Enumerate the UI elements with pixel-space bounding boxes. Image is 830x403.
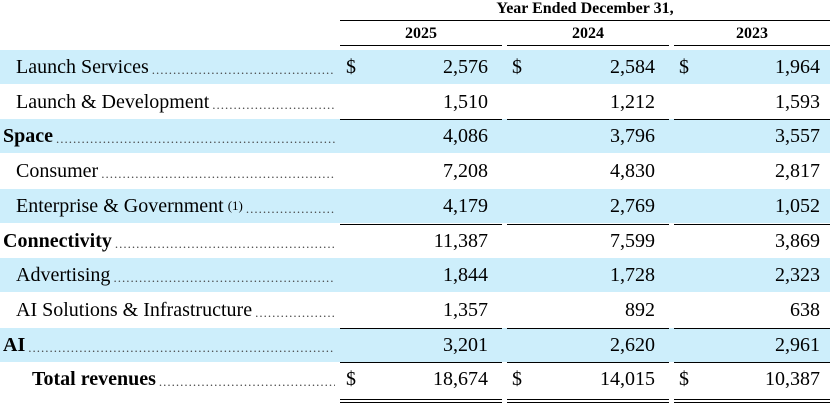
currency-symbol: $ xyxy=(512,56,522,78)
row-label-text: Launch & Development xyxy=(16,90,210,113)
currency-symbol: $ xyxy=(346,56,356,78)
leader-dots: ........................................… xyxy=(245,200,335,216)
row-label: Connectivity............................… xyxy=(3,224,335,258)
subtotal-rule xyxy=(340,223,502,225)
cell-value: 4,830 xyxy=(610,160,655,183)
table-row: Enterprise & Government (1)..............… xyxy=(0,188,830,223)
table-row: AI......................................… xyxy=(0,327,830,362)
year-header-2024: 2024 xyxy=(507,22,669,46)
cell-value: 4,179 xyxy=(443,194,488,217)
subtotal-rule xyxy=(340,119,502,121)
total-rule xyxy=(340,362,502,364)
leader-dots: ........................................… xyxy=(151,62,335,77)
cell-value: 4,086 xyxy=(443,125,488,148)
year-header-2025: 2025 xyxy=(340,22,502,46)
double-underline-rule xyxy=(340,399,502,400)
footnote-marker: (1) xyxy=(227,197,243,213)
cell-value: 2,620 xyxy=(610,333,655,356)
row-label: Launch & Development....................… xyxy=(16,85,335,119)
leader-dots: ........................................… xyxy=(113,270,335,286)
leader-dots: ........................................… xyxy=(158,374,335,390)
currency-symbol: $ xyxy=(679,368,689,391)
cell-value: 2,323 xyxy=(775,264,820,287)
table-row: Launch & Development....................… xyxy=(0,85,830,119)
cell-value: 1,593 xyxy=(775,90,820,113)
double-underline-rule xyxy=(507,399,669,400)
table-row: Total revenues..........................… xyxy=(0,362,830,396)
cell-value: 3,796 xyxy=(610,125,655,148)
row-label-text: AI xyxy=(3,333,26,356)
row-label: Enterprise & Government (1)..............… xyxy=(16,189,335,223)
cell-value: 1,510 xyxy=(443,90,488,113)
subtotal-rule xyxy=(340,327,502,329)
row-label: Advertising.............................… xyxy=(16,258,335,292)
cell-value: 638 xyxy=(790,298,820,321)
cell-value: 2,769 xyxy=(610,194,655,217)
cell-value: 892 xyxy=(625,298,655,321)
cell-value: 1,844 xyxy=(443,264,488,287)
table-row: Advertising.............................… xyxy=(0,258,830,293)
subtotal-rule xyxy=(674,327,830,329)
cell-value: 2,961 xyxy=(775,333,820,356)
leader-dots: ........................................… xyxy=(101,166,335,182)
cell-value: 1,728 xyxy=(610,264,655,287)
double-underline-rule xyxy=(674,399,830,400)
row-label-text: Enterprise & Government xyxy=(16,194,224,217)
cell-value: 1,052 xyxy=(775,194,820,217)
subtotal-rule xyxy=(674,223,830,225)
year-header-2023: 2023 xyxy=(674,22,830,46)
table-row: Space...................................… xyxy=(0,119,830,154)
currency-symbol: $ xyxy=(346,368,356,391)
cell-value: 14,015 xyxy=(600,368,655,391)
cell-value: 1,212 xyxy=(610,90,655,113)
cell-value: 3,201 xyxy=(443,333,488,356)
cell-value: 7,599 xyxy=(610,229,655,252)
cell-value: 2,576 xyxy=(443,56,488,78)
cell-value: 2,584 xyxy=(610,56,655,78)
row-label: Consumer................................… xyxy=(16,154,335,188)
table-row: Connectivity............................… xyxy=(0,224,830,258)
subtotal-rule xyxy=(507,327,669,329)
table-row: Launch Services.........................… xyxy=(0,50,830,84)
leader-dots: ........................................… xyxy=(56,131,335,147)
row-label-text: Consumer xyxy=(16,160,99,183)
leader-dots: ........................................… xyxy=(255,304,335,320)
subtotal-rule xyxy=(674,119,830,121)
row-label-text: Total revenues xyxy=(32,368,156,391)
cell-value: 11,387 xyxy=(433,229,488,252)
table-row: Consumer................................… xyxy=(0,154,830,188)
cell-value: 3,869 xyxy=(775,229,820,252)
row-label: Space...................................… xyxy=(3,119,335,153)
row-label-text: Advertising xyxy=(16,264,111,287)
cell-value: 1,357 xyxy=(443,298,488,321)
row-label-text: Space xyxy=(3,125,53,148)
cell-value: 18,674 xyxy=(433,368,488,391)
subtotal-rule xyxy=(507,119,669,121)
leader-dots: ........................................… xyxy=(28,339,335,355)
subtotal-rule xyxy=(507,223,669,225)
row-label: Launch Services.........................… xyxy=(16,50,335,84)
total-rule xyxy=(674,362,830,364)
cell-value: 3,557 xyxy=(775,125,820,148)
cell-value: 10,387 xyxy=(765,368,820,391)
cell-value: 1,964 xyxy=(775,56,820,78)
leader-dots: ........................................… xyxy=(114,235,335,251)
row-label: AI......................................… xyxy=(3,328,335,362)
row-label-text: AI Solutions & Infrastructure xyxy=(16,298,253,321)
leader-dots: ........................................… xyxy=(212,96,335,112)
row-label: AI Solutions & Infrastructure...........… xyxy=(16,293,335,327)
currency-symbol: $ xyxy=(679,56,689,78)
currency-symbol: $ xyxy=(512,368,522,391)
table-row: AI Solutions & Infrastructure...........… xyxy=(0,293,830,327)
row-label: Total revenues..........................… xyxy=(32,362,335,396)
row-label-text: Launch Services xyxy=(16,56,149,78)
period-header: Year Ended December 31, xyxy=(340,0,830,21)
cell-value: 2,817 xyxy=(775,160,820,183)
cell-value: 7,208 xyxy=(443,160,488,183)
row-label-text: Connectivity xyxy=(3,229,112,252)
total-rule xyxy=(507,362,669,364)
